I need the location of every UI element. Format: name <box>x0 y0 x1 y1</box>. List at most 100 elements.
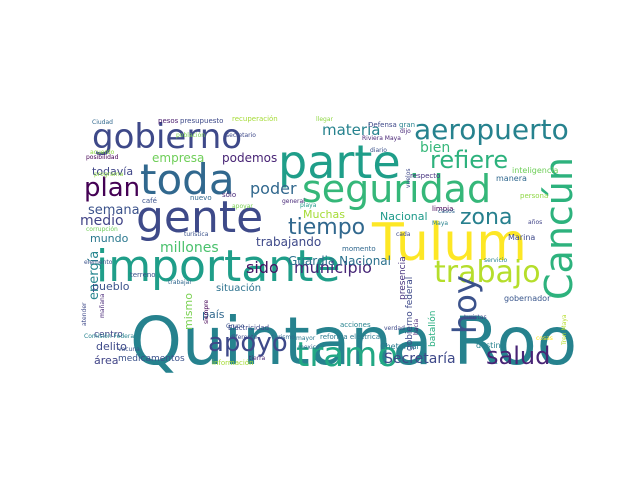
cloud-word: turismo <box>272 334 295 341</box>
cloud-word: trabajar <box>168 279 192 286</box>
cloud-word: destino <box>476 341 506 350</box>
cloud-word: sólo <box>222 191 236 199</box>
cloud-word: mayor <box>296 335 316 342</box>
cloud-word: nuevo <box>190 194 212 202</box>
cloud-word: mismo <box>182 293 195 330</box>
cloud-word: centro <box>94 330 123 340</box>
cloud-word: turistas <box>464 314 487 321</box>
cloud-word: cosas <box>536 335 553 342</box>
cloud-word: recuperación <box>232 115 278 123</box>
cloud-word: toda <box>140 155 235 204</box>
cloud-word: todavía <box>92 165 133 178</box>
cloud-word: Marina <box>508 233 535 242</box>
cloud-word: verdad <box>384 325 405 332</box>
cloud-word: manera <box>496 174 527 183</box>
cloud-word: Chetumal <box>380 342 419 351</box>
cloud-word: delito <box>96 340 127 353</box>
cloud-word: tiempo <box>288 215 365 240</box>
cloud-word: reforma eléctrica <box>320 333 380 341</box>
cloud-word: acciones <box>340 321 371 329</box>
cloud-word: Defensa <box>368 121 397 129</box>
cloud-word: área <box>94 354 119 367</box>
cloud-word: vacuna <box>118 346 140 353</box>
cloud-word: Nacional <box>380 210 428 223</box>
cloud-word: café <box>142 197 157 205</box>
cloud-word: mundo <box>90 232 129 245</box>
cloud-word: tramo <box>296 335 398 375</box>
cloud-word: semana <box>88 203 140 218</box>
cloud-word: atender <box>81 302 88 326</box>
cloud-word: tierra <box>249 355 266 362</box>
cloud-word: posibilidad <box>86 154 119 161</box>
cloud-word: trabajando <box>256 235 321 249</box>
cloud-word: gran <box>399 121 415 129</box>
cloud-word: años <box>528 219 542 226</box>
cloud-word: gente <box>136 192 263 243</box>
cloud-word: inteligencia <box>512 166 558 175</box>
cloud-word: municipio <box>294 258 372 277</box>
cloud-word: sido <box>246 258 279 277</box>
cloud-word: momento <box>342 245 376 253</box>
cloud-word: Ciudad <box>92 119 113 126</box>
word-cloud-background <box>80 118 576 366</box>
cloud-word: llegar <box>316 116 334 123</box>
cloud-word: corrupción <box>86 226 118 233</box>
cloud-word: bien <box>420 140 450 156</box>
cloud-word: vuelos <box>405 168 412 188</box>
cloud-word: Quintana Roo <box>130 303 577 380</box>
cloud-word: podemos <box>222 151 277 165</box>
cloud-word: elemento <box>84 259 113 266</box>
cloud-word: apoyo <box>208 328 288 358</box>
cloud-word: millones <box>160 240 219 256</box>
cloud-word: seguridad <box>302 167 491 211</box>
cloud-word: refiere <box>430 146 508 174</box>
cloud-word: siempre <box>203 300 210 324</box>
cloud-word: aeropuerto <box>414 113 569 146</box>
cloud-word: Electricidad <box>228 324 269 332</box>
cloud-word: país <box>202 308 225 321</box>
cloud-word: presupuesto <box>180 117 223 125</box>
cloud-word: Tren Maya <box>561 314 568 346</box>
cloud-word: Guardia Nacional <box>288 254 391 268</box>
cloud-word: situación <box>216 282 261 294</box>
cloud-word: acuerdo <box>90 149 115 156</box>
cloud-word: hacia <box>413 319 420 335</box>
cloud-word: población <box>176 132 205 139</box>
cloud-word: trabajo <box>434 255 541 290</box>
cloud-word: programa <box>94 171 124 178</box>
cloud-word: materia <box>322 121 380 139</box>
cloud-word: respecto <box>410 172 440 180</box>
cloud-word: Tulum <box>371 213 527 273</box>
cloud-word: poder <box>250 179 297 198</box>
cloud-word: playa <box>300 202 317 209</box>
cloud-word: diferente <box>230 334 257 341</box>
cloud-word: Comisión Federal <box>84 333 136 340</box>
cloud-word: apoyar <box>232 203 253 210</box>
cloud-word: general <box>282 198 305 205</box>
cloud-word: pesos <box>158 117 179 125</box>
cloud-word: mexico <box>298 344 320 351</box>
cloud-word: Secretaría <box>384 351 456 367</box>
cloud-word: mañana <box>99 293 106 318</box>
cloud-word: información <box>212 359 254 367</box>
cloud-word: servicio <box>484 257 507 264</box>
cloud-word: casos <box>438 208 455 215</box>
cloud-word: plan <box>84 173 140 203</box>
cloud-word: salud <box>486 342 550 370</box>
cloud-word: Muchas <box>303 208 345 221</box>
cloud-word: Cancún <box>537 157 581 300</box>
cloud-word: medio <box>80 213 124 229</box>
cloud-word: pueblo <box>92 280 130 293</box>
cloud-word: batallón <box>427 311 438 347</box>
cloud-word: gobierno federal <box>405 277 415 351</box>
cloud-word: gobierno <box>92 117 242 157</box>
cloud-word: persona <box>520 192 548 200</box>
cloud-word: zona <box>460 205 512 230</box>
cloud-word: parte <box>278 135 401 189</box>
cloud-word: limpia <box>432 205 453 213</box>
cloud-word: Maya <box>432 220 448 227</box>
cloud-word: Riviera Maya <box>362 135 401 142</box>
